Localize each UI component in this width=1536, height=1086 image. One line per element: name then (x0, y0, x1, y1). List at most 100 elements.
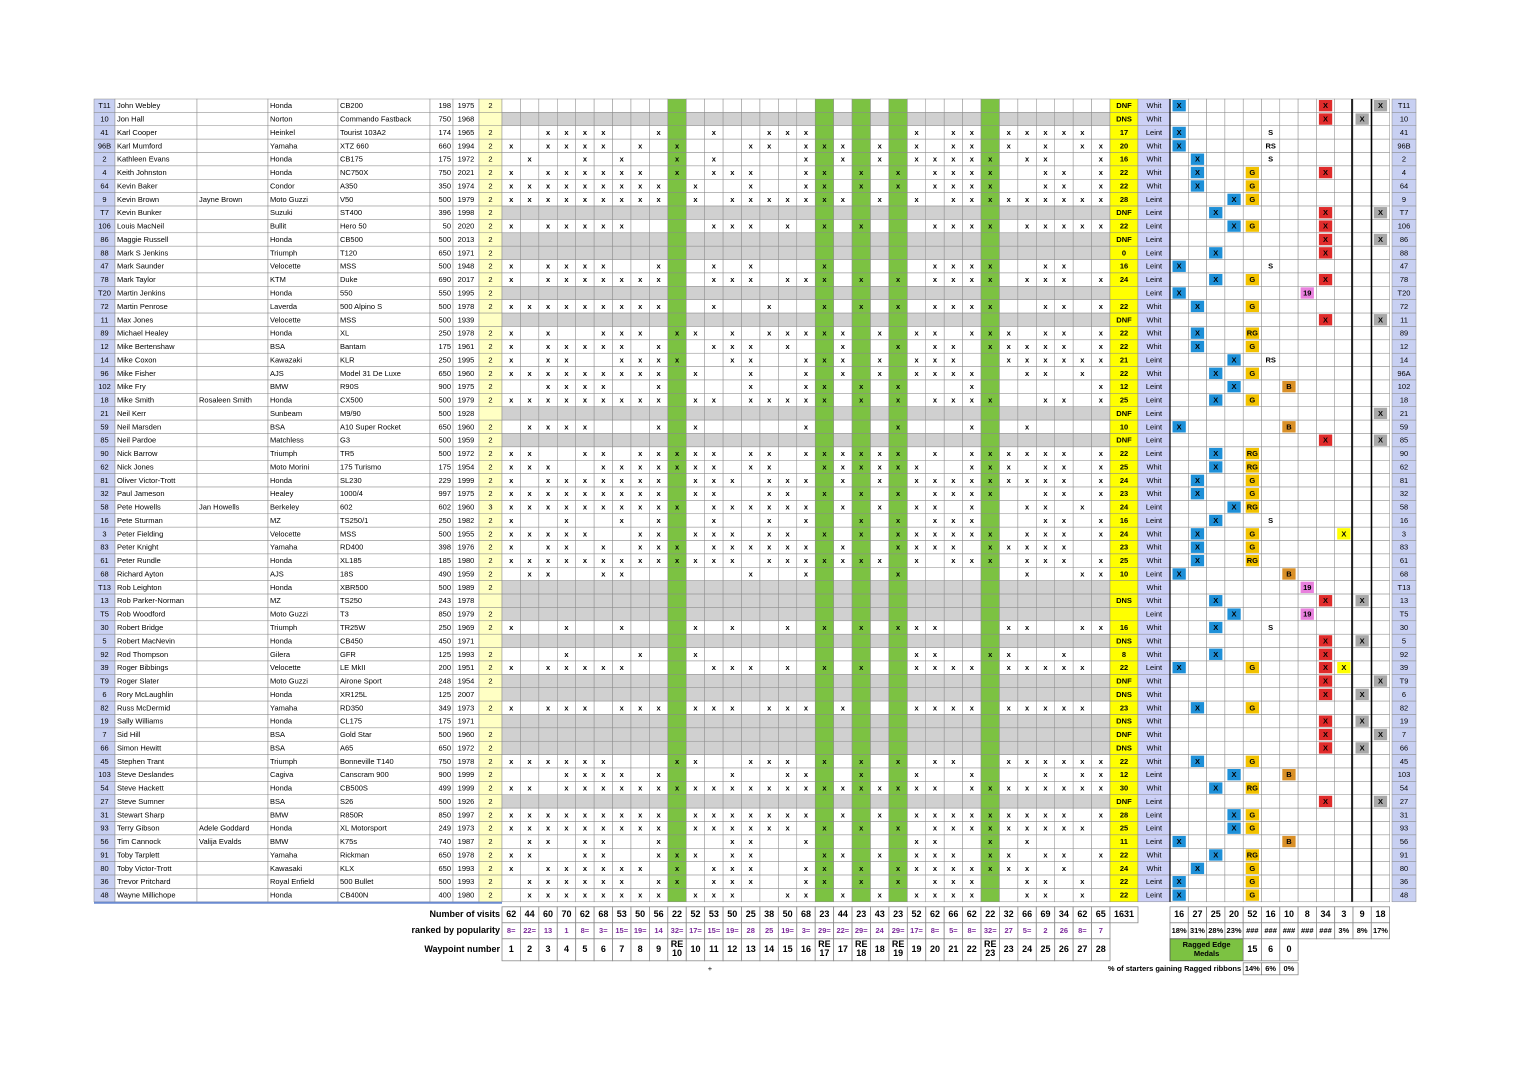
ribbon: X (1195, 529, 1200, 538)
cell (1297, 312, 1317, 327)
cell (1297, 245, 1317, 260)
cell (1224, 660, 1244, 675)
cell (888, 848, 908, 862)
cell (1352, 419, 1372, 434)
cell (943, 727, 963, 742)
ribbon: X (1213, 596, 1218, 605)
ribbon: G (1249, 543, 1255, 552)
cell (1261, 567, 1281, 581)
model: A350 (340, 181, 358, 190)
cell (980, 607, 1000, 622)
cell (478, 593, 503, 608)
rider-name: Roger Bibbings (117, 663, 169, 672)
year: 2020 (458, 222, 475, 231)
cc: 500 (438, 409, 451, 418)
cell (851, 419, 871, 434)
visit-mark: x (1043, 168, 1048, 177)
rider-name: Nick Jones (117, 462, 154, 471)
cell (759, 674, 779, 688)
cell (1036, 379, 1055, 394)
cell (888, 727, 908, 742)
cell (1224, 165, 1244, 180)
cell (1316, 192, 1335, 207)
cell (196, 526, 269, 541)
ribbon-badge (1190, 166, 1205, 179)
cell (196, 486, 269, 501)
cell (833, 205, 853, 220)
cell (796, 674, 816, 688)
cell (557, 674, 576, 688)
cell (907, 205, 927, 220)
model: TS250/1 (340, 516, 368, 525)
cell (1261, 807, 1281, 822)
cell (685, 794, 705, 809)
status: Leint (1146, 449, 1163, 458)
cell (1224, 259, 1244, 274)
rider-id-right: T20 (1398, 288, 1411, 297)
cell (907, 286, 927, 300)
ribbon-badge (1355, 113, 1369, 125)
model: 18S (340, 569, 353, 578)
cell (907, 740, 927, 755)
make: Laverda (270, 302, 298, 311)
cell (1371, 767, 1390, 782)
cc: 250 (438, 516, 451, 525)
cell (1334, 580, 1354, 595)
cell (851, 339, 871, 354)
cell (870, 607, 890, 622)
cell (1334, 687, 1354, 702)
cell (612, 740, 632, 755)
cell (851, 834, 871, 849)
rider-id-right: 72 (1400, 302, 1408, 311)
points: 22 (1120, 757, 1128, 766)
cell (1169, 540, 1189, 555)
cell (1206, 714, 1226, 729)
year: 1997 (458, 810, 475, 819)
cell (520, 98, 540, 113)
cc: 500 (438, 262, 451, 271)
model: KLR (340, 355, 355, 364)
cell (1352, 834, 1372, 849)
cell (1188, 219, 1207, 234)
model: XL185 (340, 556, 362, 565)
cell (1169, 687, 1189, 702)
cell (196, 807, 269, 822)
cell (1224, 138, 1244, 153)
cell (575, 714, 595, 729)
cell (851, 473, 871, 488)
model: 175 Turismo (340, 462, 381, 471)
cell (943, 633, 963, 648)
cell (520, 125, 540, 140)
points: 22 (1120, 342, 1128, 351)
cell (1261, 393, 1281, 407)
visit-mark: x (546, 181, 551, 190)
cell (1371, 393, 1390, 407)
cell (870, 687, 890, 702)
ribbon: X (1195, 342, 1200, 351)
cell (1279, 593, 1299, 608)
cc: 650 (438, 743, 451, 752)
cell (196, 460, 269, 474)
cell (1169, 781, 1189, 796)
status: Whit (1147, 677, 1163, 686)
cell (1297, 794, 1317, 809)
status: Whit (1147, 757, 1163, 766)
cell (1169, 446, 1189, 461)
ribbon: X (1378, 409, 1383, 418)
cell (1036, 580, 1055, 595)
cell (851, 647, 871, 662)
year: 1980 (458, 556, 475, 565)
cell (667, 794, 687, 809)
cell (667, 393, 687, 407)
cell (1334, 553, 1354, 568)
visit-mark: x (601, 181, 606, 190)
visit-mark: x (1007, 128, 1012, 137)
cell (943, 460, 963, 474)
model: Canscram 900 (340, 770, 389, 779)
cell (722, 593, 742, 608)
cell (833, 312, 853, 327)
cell (1206, 192, 1226, 207)
cell (980, 687, 1000, 702)
model: CB500 (340, 235, 363, 244)
rider-id: 14 (100, 355, 108, 364)
